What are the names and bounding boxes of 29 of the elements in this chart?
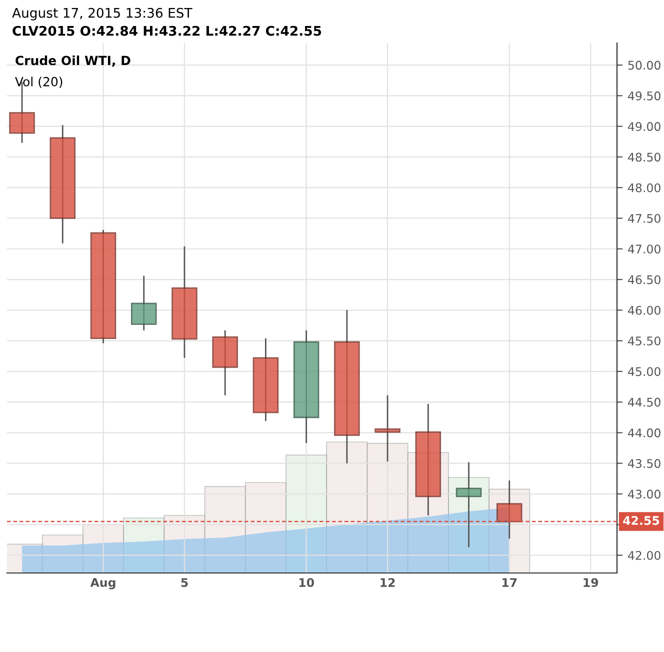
y-tick-label: 44.50 [628,398,660,407]
candlestick [374,394,400,462]
y-tick-label: 43.50 [628,459,660,468]
y-tick-label: 50.00 [628,60,660,70]
y-tick-label: 43.00 [628,490,660,499]
x-tick-label: Aug [90,578,116,590]
x-tick-label: 5 [181,578,188,587]
y-tick-label: 46.00 [628,306,660,315]
y-tick-label: 45.50 [628,336,660,346]
x-tick-label: 10 [299,578,314,587]
y-tick-label: 46.50 [628,275,660,284]
x-tick-label: 17 [502,578,517,587]
chart-title: Vol (20) [15,76,62,88]
y-tick-label: 47.50 [628,214,660,223]
y-tick-label: 48.50 [628,152,660,162]
y-tick-label: 48.00 [628,183,660,192]
candlestick [456,461,482,548]
x-tick-label: 12 [380,578,395,587]
y-tick-label: 49.50 [628,91,660,100]
annotation: Crude Oil WTI, D [16,56,130,67]
x-tick-label: 19 [584,578,598,587]
y-tick-label: 42.00 [628,550,660,560]
ref-line-label: 42.55 [623,516,660,525]
y-tick-label: 47.00 [628,244,660,254]
chart-subtitle: CLV2015 O:42.84 H:43.22 L:42.27 C:42.55 [12,26,322,36]
chart-title: August 17, 2015 13:36 EST [12,8,192,20]
y-tick-label: 45.00 [628,367,660,376]
y-tick-label: 49.00 [628,122,660,131]
y-tick-label: 44.00 [628,428,660,438]
